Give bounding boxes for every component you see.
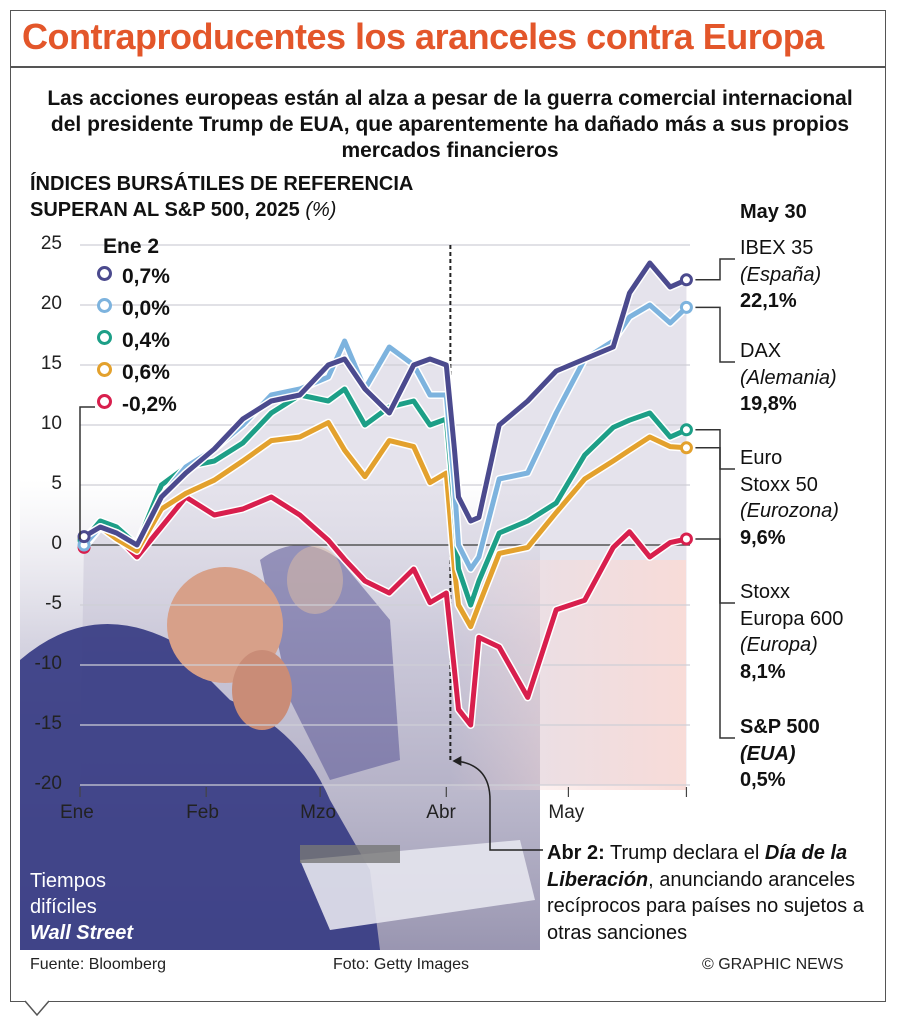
annotation-text: Trump declara el: [604, 842, 765, 864]
series-start-marker: [77, 530, 91, 544]
photo-credit: Foto: Getty Images: [333, 956, 470, 973]
series-region: (Alemania): [740, 366, 837, 389]
legend-connector: [79, 406, 95, 540]
chart-title-line2: SUPERAN AL S&P 500, 2025 (%): [30, 199, 336, 222]
series-end-label: Euro Stoxx 50 (Eurozona) 9,6%: [740, 445, 880, 551]
page-title: Contraproducentes los aranceles contra E…: [22, 16, 824, 57]
frame-notch: [24, 1000, 50, 1017]
series-line-s-p-500: [82, 494, 687, 728]
series-end-marker: [679, 300, 693, 314]
series-end-marker: [679, 273, 693, 287]
annotation-highlight: Día de la Liberación: [547, 842, 848, 891]
series-end-marker: [679, 532, 693, 546]
photo-trader: [20, 480, 686, 950]
series-name-2: Europa 600: [740, 607, 844, 630]
chart-title-line1: ÍNDICES BURSÁTILES DE REFERENCIA: [30, 173, 414, 195]
label-connector: [695, 429, 735, 470]
legend-marker-icon: [97, 394, 112, 409]
series-end-value: 22,1%: [740, 290, 797, 312]
y-tick-label: -10: [34, 653, 62, 674]
series-end-marker: [679, 423, 693, 437]
label-connector: [695, 306, 735, 363]
series-name: Euro: [740, 447, 783, 469]
series-end-value: 0,5%: [740, 769, 786, 791]
series-end-value: 19,8%: [740, 393, 797, 415]
caption-line: Tiempos: [30, 870, 106, 892]
annotation-text-2: , anunciando aranceles recíprocos para p…: [547, 868, 864, 944]
series-end-label: IBEX 35 (España) 22,1%: [740, 235, 880, 315]
y-tick-label: 0: [51, 533, 62, 554]
y-tick-label: -20: [34, 773, 62, 794]
series-region: (España): [740, 263, 822, 286]
series-end-label: DAX (Alemania) 19,8%: [740, 338, 880, 418]
label-connector: [695, 258, 735, 281]
x-tick-label: Ene: [60, 802, 94, 823]
title-divider: [10, 66, 886, 68]
series-name: S&P 500: [740, 716, 820, 738]
legend-item: 0,7%: [97, 265, 170, 289]
source-note: Fuente: Bloomberg: [30, 956, 167, 973]
annotation-arrow-icon: [452, 756, 462, 766]
caption-line: Wall Street: [30, 922, 133, 944]
legend-item: 0,0%: [97, 297, 170, 321]
series-name: IBEX 35: [740, 237, 814, 259]
legend-value: 0,4%: [122, 329, 170, 352]
legend-marker-icon: [97, 266, 112, 281]
y-tick-label: 5: [51, 473, 62, 494]
legend-value: -0,2%: [122, 393, 177, 416]
annotation-connector: [456, 760, 543, 851]
chart-title-text: SUPERAN AL S&P 500, 2025: [30, 199, 300, 221]
x-tick-label: Mzo: [300, 802, 337, 823]
series-end-label: Stoxx Europa 600 (Europa) 8,1%: [740, 579, 880, 685]
series-end-value: 9,6%: [740, 526, 786, 549]
series-region: (Eurozona): [740, 500, 839, 522]
legend-value: 0,6%: [122, 361, 170, 384]
y-tick-label: 20: [40, 293, 62, 314]
x-tick-label: May: [548, 802, 585, 823]
end-date-label: May 30: [740, 201, 807, 223]
legend-start-label: Ene 2: [103, 235, 160, 258]
legend-value: 0,7%: [122, 265, 170, 288]
y-tick-label: 10: [40, 413, 62, 434]
legend-item: -0,2%: [97, 393, 177, 417]
label-connector: [695, 447, 735, 604]
event-annotation: Abr 2: Trump declara el Día de la Libera…: [547, 840, 867, 946]
series-region: (EUA): [740, 742, 796, 765]
y-tick-label: 15: [40, 353, 62, 374]
series-end-value: 8,1%: [740, 660, 786, 683]
series-region: (Europa): [740, 634, 818, 656]
series-line-stoxx-europa-600: [82, 420, 687, 630]
y-tick-label: -15: [34, 713, 62, 734]
chart-unit: (%): [305, 199, 337, 221]
label-connector: [695, 538, 735, 739]
x-tick-label: Feb: [186, 802, 219, 823]
photo-caption: Tiempos difíciles Wall Street: [30, 868, 230, 946]
legend-value: 0,0%: [122, 297, 170, 320]
series-end-label: S&P 500 (EUA) 0,5%: [740, 714, 880, 794]
caption-line: difíciles: [30, 896, 97, 918]
series-end-marker: [679, 441, 693, 455]
y-tick-label: -5: [45, 593, 62, 614]
series-name-2: Stoxx 50: [740, 473, 818, 496]
series-name: DAX: [740, 340, 782, 362]
x-tick-label: Abr: [426, 802, 456, 823]
annotation-date: Abr 2:: [547, 842, 605, 864]
legend-item: 0,4%: [97, 329, 170, 353]
legend-item: 0,6%: [97, 361, 170, 385]
legend-marker-icon: [97, 362, 112, 377]
copyright: © GRAPHIC NEWS: [702, 956, 844, 973]
series-line-ibex-35: [82, 260, 688, 548]
y-tick-label: 25: [40, 233, 62, 254]
frame: [10, 10, 886, 1002]
subtitle: Las acciones europeas están al alza a pe…: [47, 87, 853, 162]
legend-marker-icon: [97, 298, 112, 313]
series-name: Stoxx: [740, 581, 791, 603]
legend-marker-icon: [97, 330, 112, 345]
